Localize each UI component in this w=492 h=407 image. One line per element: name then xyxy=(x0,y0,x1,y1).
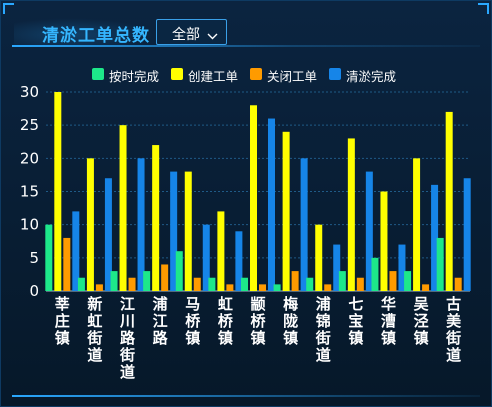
bar-created xyxy=(217,211,225,291)
title-glow xyxy=(14,18,154,46)
bar-on-time xyxy=(404,271,412,291)
chevron-down-icon xyxy=(207,28,218,44)
bar-closed xyxy=(259,284,266,291)
bar-closed xyxy=(324,284,332,291)
panel-title: 清淤工单总数 xyxy=(42,26,150,46)
legend-label: 清淤完成 xyxy=(346,69,397,84)
y-tick-label: 15 xyxy=(20,183,39,201)
legend-swatch xyxy=(329,68,341,80)
legend-swatch xyxy=(250,68,262,80)
panel-corner-decoration xyxy=(478,3,489,14)
y-tick-label: 30 xyxy=(20,83,39,101)
bar-on-time xyxy=(338,271,346,291)
bar-closed xyxy=(226,284,234,291)
bar-closed xyxy=(291,271,299,291)
bar-on-time xyxy=(241,277,248,291)
bar-cleared xyxy=(365,171,373,291)
bar-cleared xyxy=(72,211,80,291)
bar-on-time xyxy=(273,284,281,291)
panel-corner-decoration xyxy=(3,3,14,14)
bar-on-time xyxy=(110,271,118,291)
x-tick-label: 浦江路 xyxy=(153,295,169,347)
bar-created xyxy=(54,92,62,291)
bar-cleared xyxy=(463,178,471,291)
bar-created xyxy=(152,145,160,291)
x-tick-label: 浦锦街道 xyxy=(315,295,331,364)
x-tick-label: 七宝镇 xyxy=(348,295,363,347)
bar-cleared xyxy=(104,178,112,291)
bar-closed xyxy=(454,277,462,291)
x-tick-label: 马桥镇 xyxy=(185,295,201,347)
bar-cleared xyxy=(202,224,210,291)
x-tick-label: 新虹街道 xyxy=(86,295,102,364)
bar-cleared xyxy=(268,118,275,292)
y-tick-label: 25 xyxy=(20,116,39,134)
bar-cleared xyxy=(333,244,341,291)
bar-closed xyxy=(356,277,364,291)
x-tick-label: 古美街道 xyxy=(445,295,462,364)
x-tick-label: 颛桥镇 xyxy=(250,295,266,347)
x-tick-label: 吴泾镇 xyxy=(414,295,429,347)
bar-on-time xyxy=(77,277,85,291)
bar-created xyxy=(413,158,421,291)
bar-cleared xyxy=(137,158,145,291)
y-tick-label: 5 xyxy=(29,249,39,267)
y-tick-label: 0 xyxy=(29,282,39,300)
bar-cleared xyxy=(170,171,178,291)
bar-closed xyxy=(422,284,430,291)
bar-closed xyxy=(193,277,201,291)
bar-created xyxy=(119,125,127,292)
bar-cleared xyxy=(398,244,406,291)
bar-on-time xyxy=(175,251,183,291)
filter-dropdown[interactable]: 全部 xyxy=(156,19,227,45)
bar-cleared xyxy=(235,231,243,291)
bar-created xyxy=(347,138,355,291)
header-divider xyxy=(12,45,480,47)
legend-label: 关闭工单 xyxy=(267,69,318,84)
x-tick-label: 江川路街道 xyxy=(119,295,136,381)
bar-on-time xyxy=(371,257,379,291)
y-tick-label: 20 xyxy=(20,149,39,167)
legend-swatch xyxy=(92,68,104,80)
bar-closed xyxy=(389,271,397,291)
bar-cleared xyxy=(300,158,308,291)
bar-created xyxy=(315,224,323,291)
chart-legend: 按时完成 创建工单 关闭工单 清淤完成 xyxy=(0,66,492,84)
bar-on-time xyxy=(45,224,53,291)
legend-label: 按时完成 xyxy=(109,69,160,84)
bar-on-time xyxy=(306,277,314,291)
x-tick-label: 华漕镇 xyxy=(381,295,396,347)
y-tick-label: 10 xyxy=(20,216,39,234)
bar-created xyxy=(282,131,290,291)
legend-swatch xyxy=(171,68,183,80)
bar-closed xyxy=(161,264,169,291)
bar-created xyxy=(380,191,388,291)
bar-closed xyxy=(128,277,136,291)
bar-created xyxy=(86,158,94,291)
bar-created xyxy=(445,111,453,292)
x-tick-label: 莘庄镇 xyxy=(55,295,70,347)
filter-selected-value: 全部 xyxy=(172,27,200,43)
bar-on-time xyxy=(436,237,444,291)
bar-cleared xyxy=(431,184,439,291)
bar-closed xyxy=(95,284,103,291)
bar-created xyxy=(250,105,257,292)
footer-divider xyxy=(12,395,480,397)
bar-closed xyxy=(63,237,71,291)
x-tick-label: 虹桥镇 xyxy=(218,295,234,347)
bar-created xyxy=(184,171,192,291)
bar-on-time xyxy=(143,271,151,291)
legend-label: 创建工单 xyxy=(188,69,239,84)
x-tick-label: 梅陇镇 xyxy=(283,295,298,347)
bar-on-time xyxy=(208,277,216,291)
